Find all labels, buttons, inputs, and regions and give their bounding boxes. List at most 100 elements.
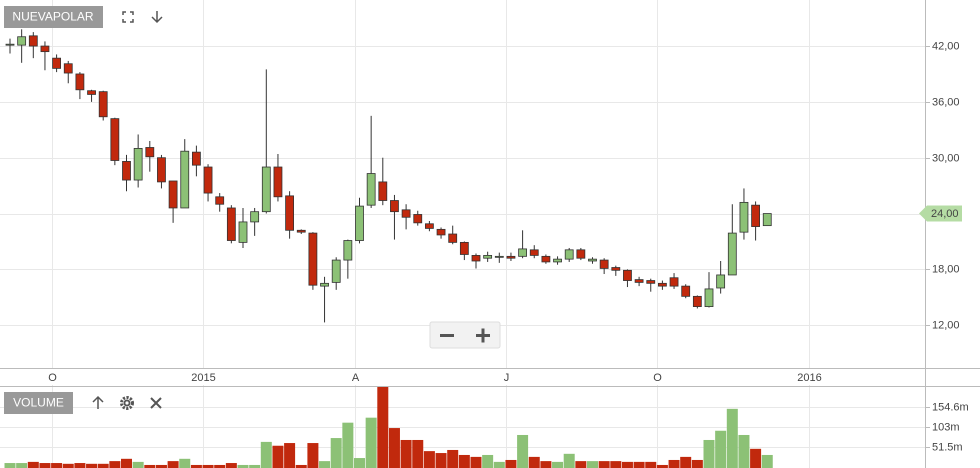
y-tick-label: 42,00	[932, 40, 960, 52]
volume-box[interactable]	[4, 392, 73, 414]
candle-body	[261, 166, 271, 213]
volume-bar	[423, 451, 435, 468]
candle-body	[320, 282, 329, 287]
volume-bar	[750, 448, 762, 468]
volume-bar	[4, 463, 16, 468]
zoom-out[interactable]	[440, 334, 454, 337]
labels: 12,00 18,00 24,00 30,00 36,00 42,00 51.5m 103m 1…	[48, 40, 968, 453]
candle-body	[541, 255, 551, 263]
candle-body	[634, 279, 644, 283]
candle-body	[366, 173, 376, 206]
candle-body	[762, 213, 772, 227]
candle-body	[599, 259, 609, 269]
candle-body	[751, 204, 760, 227]
volume-bar	[365, 417, 377, 468]
y-tick-label: 12,00	[932, 319, 960, 331]
x-tick-label: 2015	[191, 372, 215, 384]
candle-body	[623, 269, 632, 281]
x-tick-label: 2016	[797, 372, 821, 384]
zoom-controls	[429, 321, 501, 349]
volume-bar	[680, 456, 692, 468]
candle-body	[122, 161, 131, 181]
candle-body	[52, 57, 61, 69]
candle-body	[250, 211, 260, 223]
candle-body	[308, 232, 318, 286]
volume-bar	[703, 439, 715, 468]
volume-tick-label: 103m	[932, 421, 960, 433]
volume-bar	[16, 463, 28, 468]
volume-bar	[621, 461, 633, 468]
candle-body	[296, 229, 306, 233]
volume-bar	[528, 456, 540, 468]
volume-bar	[260, 441, 272, 468]
volume-bar	[517, 434, 529, 468]
volume-bar	[645, 461, 657, 468]
candle-body	[494, 255, 504, 258]
candle-body	[424, 223, 434, 229]
volume-bar	[354, 458, 365, 468]
volume-bar	[668, 459, 680, 468]
candle-body	[611, 267, 621, 271]
volume-bar	[27, 461, 39, 468]
volume-bar	[237, 464, 249, 468]
move-up-icon[interactable]	[92, 395, 104, 409]
volume-title: VOLUME	[13, 396, 64, 410]
settings-icon[interactable]	[120, 396, 134, 410]
volume-bar	[598, 461, 610, 468]
volume-bars	[4, 386, 773, 468]
candle-body	[658, 282, 667, 287]
fullscreen-icon[interactable]	[122, 11, 134, 23]
last-price-label: 24,00	[931, 208, 959, 220]
candle-body	[157, 157, 166, 183]
volume-bar	[307, 443, 319, 468]
volume-bar	[715, 430, 727, 468]
symbol: NUEVAPOLAR	[12, 10, 93, 24]
zoom-in[interactable]	[476, 328, 490, 343]
volume-bar	[540, 461, 552, 468]
volume-bar	[447, 449, 459, 468]
volume-bar	[109, 461, 121, 468]
candle-body	[529, 249, 539, 256]
candle-body	[238, 221, 248, 243]
volume-bar	[74, 463, 86, 468]
candle-body	[553, 258, 562, 263]
candle-body	[518, 248, 527, 257]
volume-bar	[202, 464, 214, 468]
candle-body	[576, 249, 586, 259]
download-icon[interactable]	[151, 11, 163, 24]
volume-bar	[62, 463, 74, 468]
symbol-box[interactable]	[4, 6, 103, 28]
candle-body	[401, 209, 411, 218]
volume-bar	[587, 461, 598, 468]
volume-bar	[412, 439, 424, 468]
candle-body	[739, 201, 749, 233]
volume-bar	[284, 443, 296, 468]
y-tick-label: 36,00	[932, 96, 960, 108]
candle-body	[378, 181, 388, 201]
candle-body	[331, 259, 341, 283]
candle-body	[704, 288, 714, 307]
volume-bar	[761, 454, 773, 468]
candles	[5, 29, 772, 323]
y-tick-label: 30,00	[932, 152, 960, 164]
x-tick-label: A	[352, 372, 360, 384]
candle-body	[98, 91, 108, 118]
volume-bar	[435, 453, 447, 468]
volume-bar	[552, 461, 564, 468]
candle-body	[180, 150, 190, 209]
volume-bar	[458, 454, 470, 468]
candle-body	[506, 255, 516, 259]
candle-body	[273, 166, 283, 198]
volume-bar	[377, 386, 389, 468]
volume-bar	[249, 464, 261, 468]
candle-body	[215, 196, 225, 205]
close-icon[interactable]	[150, 397, 162, 409]
candle-body	[145, 147, 155, 158]
volume-bar	[144, 464, 156, 468]
last-price-tag	[919, 205, 962, 222]
candle-body	[133, 148, 143, 181]
candle-body	[63, 63, 73, 74]
candle-body	[226, 207, 236, 241]
